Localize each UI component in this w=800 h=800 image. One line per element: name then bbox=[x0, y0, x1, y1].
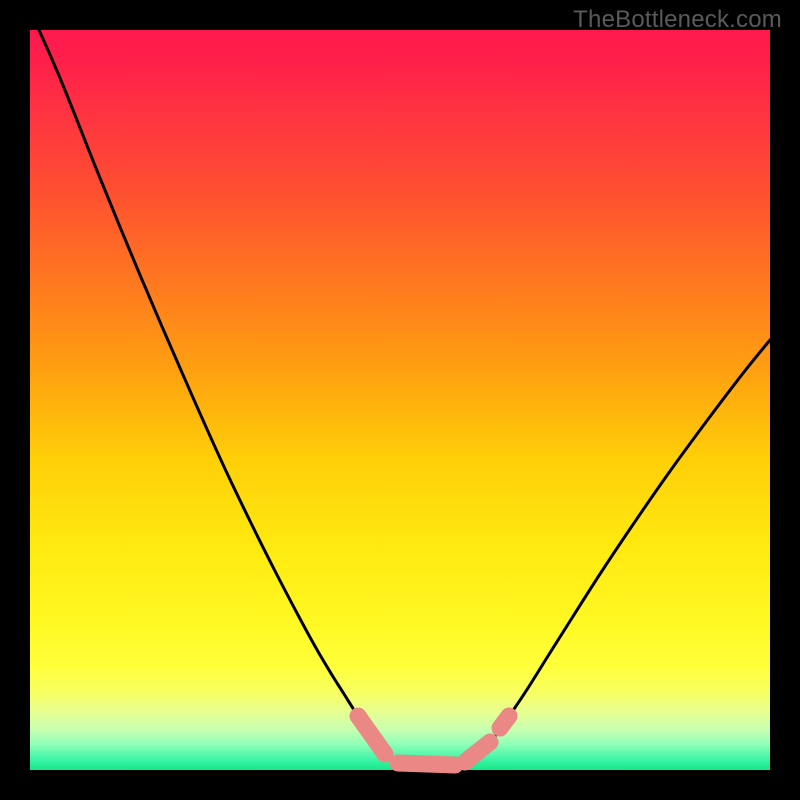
pink-segment-3 bbox=[500, 716, 509, 728]
plot-background bbox=[30, 30, 770, 770]
pink-segment-1 bbox=[398, 763, 455, 765]
watermark-text: TheBottleneck.com bbox=[573, 6, 782, 34]
chart-container: TheBottleneck.com bbox=[0, 0, 800, 800]
bottleneck-chart bbox=[0, 0, 800, 800]
